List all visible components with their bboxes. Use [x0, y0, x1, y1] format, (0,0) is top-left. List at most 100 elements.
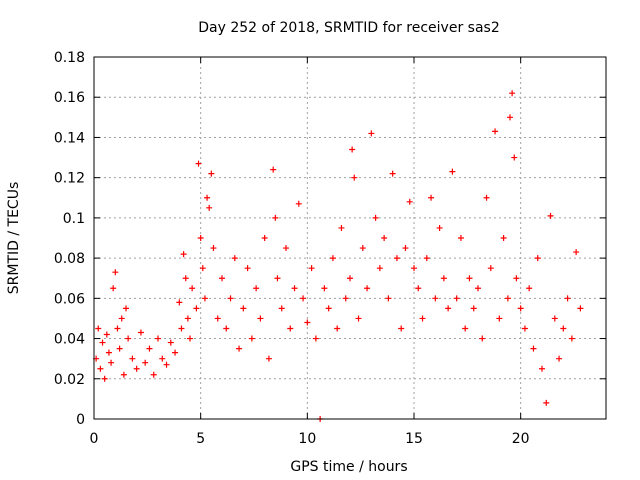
data-point: [483, 194, 490, 201]
data-point: [445, 305, 452, 312]
data-point: [470, 305, 477, 312]
data-point: [214, 315, 221, 322]
data-point: [304, 319, 311, 326]
data-point: [193, 305, 200, 312]
data-point: [227, 295, 234, 302]
data-point: [368, 130, 375, 137]
data-point: [120, 371, 127, 378]
data-point: [101, 375, 108, 382]
data-point: [283, 245, 289, 252]
x-axis-label: GPS time / hours: [290, 459, 407, 475]
data-point: [300, 295, 307, 302]
x-tick-label: 20: [512, 431, 530, 447]
data-point: [513, 275, 520, 282]
data-point: [419, 315, 426, 322]
data-point: [402, 245, 409, 252]
data-point: [274, 275, 281, 282]
data-point: [163, 361, 170, 368]
data-point: [236, 345, 243, 352]
data-point: [347, 275, 353, 282]
data-point: [184, 315, 191, 322]
data-point: [496, 315, 503, 322]
data-point: [95, 325, 102, 332]
data-point: [108, 359, 115, 366]
data-point: [167, 339, 174, 346]
data-point: [547, 212, 554, 219]
data-point: [487, 265, 494, 272]
data-point: [253, 285, 260, 292]
data-point: [457, 235, 464, 241]
data-point: [440, 275, 447, 282]
data-point: [142, 359, 149, 366]
data-point: [150, 371, 157, 378]
x-tick-label: 15: [405, 431, 423, 447]
y-tick-label: 0.18: [54, 50, 85, 66]
data-point: [219, 275, 225, 282]
plot-frame: [93, 56, 607, 420]
data-point: [270, 166, 277, 173]
data-point: [568, 335, 575, 342]
data-point: [349, 146, 356, 153]
data-point: [146, 345, 153, 352]
y-tick-label: 0.12: [54, 171, 85, 187]
y-tick-label: 0.08: [54, 251, 85, 267]
data-point: [534, 255, 541, 262]
data-point: [240, 305, 247, 312]
data-point: [223, 325, 230, 332]
y-tick-label: 0.04: [54, 332, 85, 348]
data-point: [244, 265, 251, 272]
data-point: [187, 335, 193, 342]
data-point: [432, 295, 439, 302]
data-point: [573, 249, 580, 256]
data-point: [103, 331, 110, 338]
data-point: [118, 315, 125, 322]
data-point: [287, 325, 294, 332]
data-point: [197, 235, 204, 241]
data-point: [178, 325, 185, 332]
data-point: [560, 325, 567, 332]
data-point: [265, 355, 272, 362]
data-point: [453, 295, 460, 302]
data-point: [295, 200, 302, 207]
data-point: [526, 285, 533, 292]
y-tick-label: 0.16: [54, 90, 85, 106]
data-point: [462, 325, 469, 332]
data-point: [521, 325, 528, 332]
data-point: [114, 325, 121, 332]
x-tick-label: 0: [90, 431, 99, 447]
y-tick-label: 0.1: [63, 211, 85, 227]
data-point: [351, 174, 358, 181]
data-point: [393, 255, 400, 262]
data-point: [201, 295, 208, 302]
data-point: [99, 339, 106, 346]
data-point: [334, 325, 341, 332]
y-axis-label: SRMTID / TECUs: [6, 182, 22, 295]
data-point: [577, 305, 584, 312]
grid-lines: [94, 57, 606, 419]
y-tick-label: 0.02: [54, 372, 85, 388]
data-point: [137, 329, 144, 336]
data-point: [385, 295, 392, 302]
data-point: [180, 251, 187, 258]
data-point: [176, 299, 183, 306]
data-point: [231, 255, 238, 262]
data-point: [159, 355, 166, 362]
data-point: [530, 345, 537, 352]
data-point: [123, 305, 129, 312]
data-point: [338, 224, 345, 231]
data-point: [129, 355, 136, 362]
data-point: [492, 128, 499, 135]
data-point: [325, 305, 332, 312]
data-point: [172, 349, 179, 356]
data-point: [509, 90, 516, 97]
data-point: [291, 285, 298, 292]
data-point: [543, 399, 550, 406]
data-point: [372, 214, 379, 221]
x-tick-label: 5: [196, 431, 205, 447]
y-tick-label: 0: [76, 412, 85, 428]
data-point: [381, 235, 388, 241]
data-point: [329, 255, 336, 262]
data-point: [475, 285, 481, 292]
data-point: [411, 265, 417, 272]
data-point: [278, 305, 285, 312]
